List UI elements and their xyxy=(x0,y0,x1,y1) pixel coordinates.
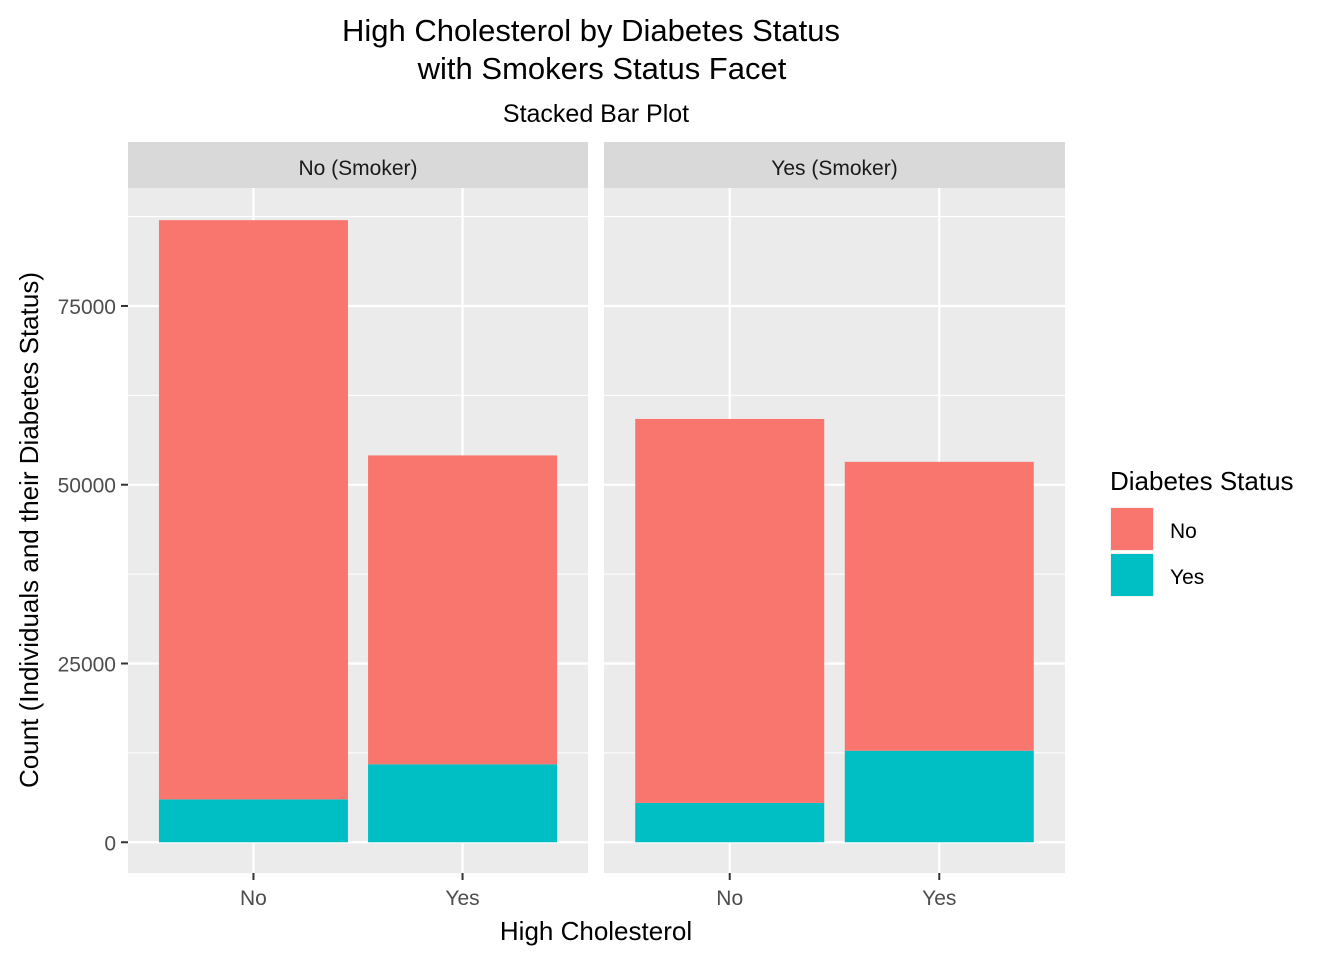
y-axis: 0 25000 50000 75000 xyxy=(58,296,128,855)
legend-title: Diabetes Status xyxy=(1110,466,1294,496)
facet-strip xyxy=(604,142,1065,188)
x-axis-title: High Cholesterol xyxy=(500,916,692,946)
x-tick-label: Yes xyxy=(922,887,956,910)
y-tick-label: 0 xyxy=(104,832,116,855)
y-tick-label: 25000 xyxy=(58,653,116,676)
bar-no-smoker-yes-diabetes-yes xyxy=(368,764,558,843)
chart-title-line-2: with Smokers Status Facet xyxy=(417,51,787,86)
bar-yes-smoker-yes-diabetes-no xyxy=(844,461,1034,751)
chart-title-line-1: High Cholesterol by Diabetes Status xyxy=(342,13,840,48)
facet-panel-2: No Yes Yes (Smoker) xyxy=(604,142,1065,910)
y-tick-label: 50000 xyxy=(58,475,116,498)
x-tick-label: Yes xyxy=(445,887,479,910)
bar-yes-smoker-no-diabetes-no xyxy=(635,418,825,803)
y-axis-title: Count (Individuals and their Diabetes St… xyxy=(14,272,44,788)
y-tick-label: 75000 xyxy=(58,296,116,319)
bar-yes-smoker-no-diabetes-yes xyxy=(635,802,825,843)
bar-no-smoker-no-diabetes-no xyxy=(158,220,348,800)
chart-subtitle: Stacked Bar Plot xyxy=(503,100,689,128)
facet-strip xyxy=(128,142,588,188)
x-tick-label: No xyxy=(240,887,267,910)
x-tick-label: No xyxy=(716,887,743,910)
legend-entries: No Yes xyxy=(1110,507,1204,597)
legend: Diabetes Status No Yes xyxy=(1110,466,1294,597)
bar-yes-smoker-yes-diabetes-yes xyxy=(844,750,1034,843)
facet-strip-label: Yes (Smoker) xyxy=(771,157,897,180)
legend-swatch-no xyxy=(1111,508,1153,550)
legend-swatch-yes xyxy=(1111,554,1153,596)
facet-panels: No Yes No (Smoker) No Yes Yes (Smoker) 0 25000 5… xyxy=(58,142,1065,910)
facet-strip-label: No (Smoker) xyxy=(298,157,417,180)
bar-no-smoker-no-diabetes-yes xyxy=(158,799,348,843)
bar-no-smoker-yes-diabetes-no xyxy=(368,455,558,765)
legend-label-yes: Yes xyxy=(1170,566,1204,589)
facet-panel-1: No Yes No (Smoker) xyxy=(128,142,588,910)
legend-label-no: No xyxy=(1170,520,1197,543)
